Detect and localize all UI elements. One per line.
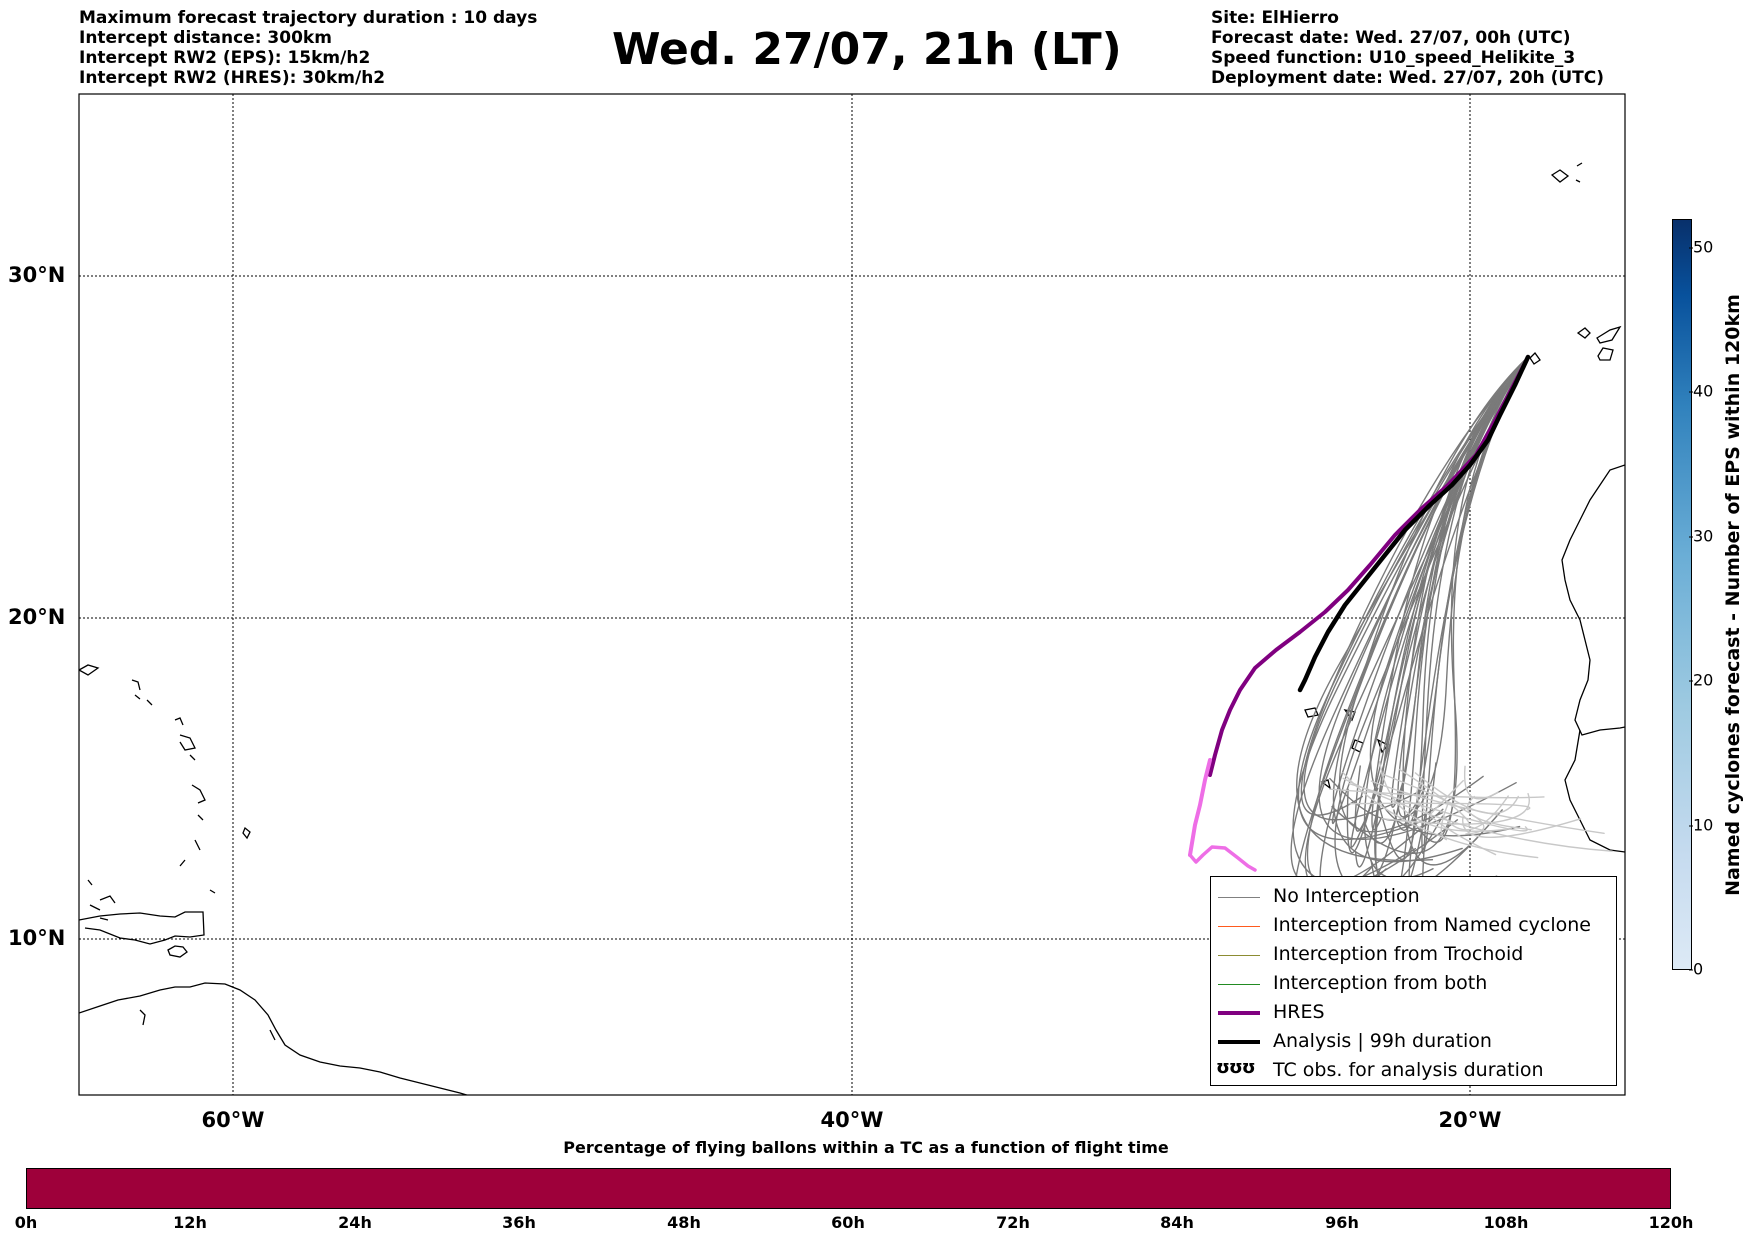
flight-time-bar-title: Percentage of flying ballons within a TC… — [563, 1138, 1169, 1157]
eps-trajectory-line — [1303, 356, 1529, 821]
coastline-small-islands — [99, 826, 276, 1041]
flight-time-tick: 96h — [1325, 1213, 1359, 1232]
colorbar-tick: 0 — [1688, 959, 1704, 979]
page-title: Wed. 27/07, 21h (LT) — [612, 24, 1122, 75]
eps-trajectory-late-line — [1381, 792, 1530, 825]
eps-trajectory-late-line — [1329, 788, 1545, 799]
legend-label: Interception from both — [1273, 972, 1488, 994]
lon-label-40w: 40°W — [820, 1108, 884, 1132]
colorbar-tick: 50 — [1688, 237, 1714, 257]
header-deployment-date: Deployment date: Wed. 27/07, 20h (UTC) — [1211, 68, 1605, 88]
eps-trajectory-late-line — [1414, 772, 1519, 815]
hres-trajectory-hook-line — [1188, 845, 1257, 872]
colorbar-label: Named cyclones forecast - Number of EPS … — [1722, 294, 1744, 896]
legend-hres: HRES — [1211, 999, 1616, 1028]
legend-no-interception: No Interception — [1211, 883, 1616, 912]
trajectory-layer — [1188, 354, 1613, 919]
lon-label-20w: 20°W — [1438, 1108, 1502, 1132]
eps-trajectory-late-line — [1342, 771, 1539, 859]
legend-trochoid: Interception from Trochoid — [1211, 941, 1616, 970]
legend-label: No Interception — [1273, 885, 1420, 907]
eps-trajectory-line — [1371, 356, 1529, 831]
flight-time-tick: 36h — [502, 1213, 536, 1232]
lon-label-60w: 60°W — [201, 1108, 265, 1132]
legend-both: Interception from both — [1211, 970, 1616, 999]
flight-time-tick: 48h — [667, 1213, 701, 1232]
header-intercept-hres: Intercept RW2 (HRES): 30km/h2 — [79, 68, 386, 88]
hres-trajectory-tail-line — [1188, 758, 1212, 857]
eps-trajectory-line — [1350, 356, 1529, 848]
eps-trajectory-late-line — [1342, 777, 1613, 852]
map-legend: No Interception Interception from Named … — [1210, 876, 1617, 1086]
coastline-senegal — [1564, 729, 1625, 853]
header-max-duration: Maximum forecast trajectory duration : 1… — [79, 8, 538, 28]
legend-swatch — [1218, 1011, 1260, 1015]
eps-trajectory-line — [1364, 356, 1529, 844]
header-site: Site: ElHierro — [1211, 8, 1339, 28]
header-speed-function: Speed function: U10_speed_Helikite_3 — [1211, 48, 1576, 68]
coastline-west-africa — [1561, 464, 1625, 736]
flight-time-tick: 72h — [996, 1213, 1030, 1232]
analysis-trajectory-line — [1297, 354, 1531, 693]
lat-label-20n: 20°N — [8, 605, 66, 629]
legend-swatch — [1218, 926, 1260, 927]
flight-time-tick: 12h — [173, 1213, 207, 1232]
lat-label-10n: 10°N — [8, 926, 66, 950]
lat-label-30n: 30°N — [8, 263, 66, 287]
legend-swatch — [1218, 1040, 1260, 1044]
legend-label: Interception from Named cyclone — [1273, 914, 1591, 936]
eps-trajectory-late-line — [1370, 780, 1605, 835]
legend-label: TC obs. for analysis duration — [1273, 1059, 1544, 1081]
coastline-south-america — [79, 982, 469, 1095]
legend-named-cyclone: Interception from Named cyclone — [1211, 912, 1616, 941]
eps-trajectory-late-line — [1429, 779, 1464, 816]
legend-swatch — [1218, 955, 1260, 956]
eps-trajectory-late-line — [1466, 795, 1532, 831]
map-frame — [78, 93, 1626, 1096]
coastline-canary-islands — [1529, 325, 1622, 365]
flight-time-tick: 84h — [1160, 1213, 1194, 1232]
legend-swatch — [1218, 984, 1260, 985]
flight-time-tick: 108h — [1483, 1213, 1529, 1232]
eps-trajectory-late-line — [1463, 765, 1499, 800]
flight-time-tick: 0h — [14, 1213, 38, 1232]
header-intercept-eps: Intercept RW2 (EPS): 15km/h2 — [79, 48, 371, 68]
flight-time-tick: 24h — [338, 1213, 372, 1232]
flight-time-tick: 60h — [831, 1213, 865, 1232]
legend-swatch — [1218, 897, 1260, 898]
flight-time-bar — [26, 1168, 1671, 1209]
eps-colorbar — [1672, 219, 1692, 970]
coastline-lesser-antilles — [79, 664, 216, 911]
colorbar-tick: 40 — [1688, 381, 1714, 401]
legend-label: Interception from Trochoid — [1273, 943, 1524, 965]
tc-obs-symbol-icon: ʊʊʊ — [1216, 1057, 1256, 1078]
header-left-info: Maximum forecast trajectory duration : 1… — [79, 8, 537, 88]
legend-analysis: Analysis | 99h duration — [1211, 1028, 1616, 1057]
eps-trajectory-late-line — [1347, 782, 1528, 832]
eps-trajectory-late-line — [1442, 795, 1509, 831]
coastline-madeira — [1550, 162, 1583, 183]
eps-trajectory-line — [1300, 356, 1529, 816]
header-right-info: Site: ElHierro Forecast date: Wed. 27/07… — [1211, 8, 1604, 88]
eps-trajectory-line — [1331, 356, 1529, 854]
coastline-trinidad — [167, 945, 188, 958]
header-forecast-date: Forecast date: Wed. 27/07, 00h (UTC) — [1211, 28, 1571, 48]
eps-trajectory-late-line — [1398, 768, 1470, 828]
legend-tc-obs: ʊʊʊ TC obs. for analysis duration — [1211, 1057, 1616, 1086]
colorbar-tick: 20 — [1688, 670, 1714, 690]
flight-time-tick: 120h — [1648, 1213, 1694, 1232]
header-intercept-distance: Intercept distance: 300km — [79, 28, 332, 48]
eps-trajectory-late-line — [1348, 802, 1531, 811]
eps-trajectory-late-line — [1440, 801, 1450, 841]
colorbar-tick: 30 — [1688, 526, 1714, 546]
legend-label: Analysis | 99h duration — [1273, 1030, 1492, 1052]
colorbar-tick: 10 — [1688, 815, 1714, 835]
coastline-venezuela-north — [79, 911, 205, 945]
legend-label: HRES — [1273, 1001, 1325, 1023]
